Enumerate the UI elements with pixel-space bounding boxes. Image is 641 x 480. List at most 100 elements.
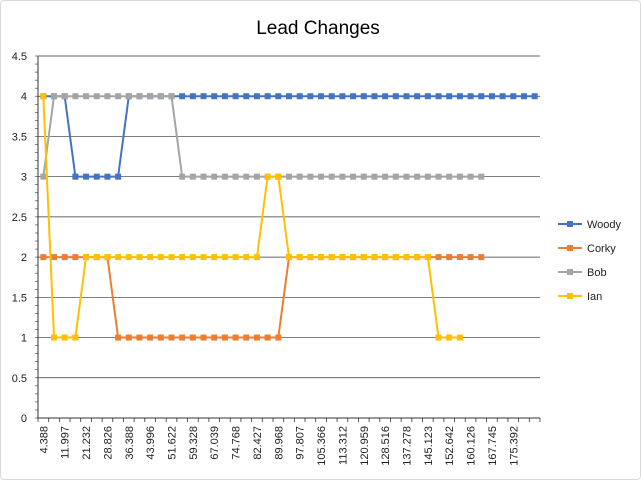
data-point-woody <box>221 93 228 100</box>
data-point-bob <box>136 93 143 100</box>
data-point-ian <box>61 334 68 341</box>
data-point-ian <box>211 254 218 261</box>
data-point-ian <box>328 254 335 261</box>
data-point-corky <box>200 334 207 341</box>
data-point-ian <box>179 254 186 261</box>
x-tick-label: 59.328 <box>188 426 200 460</box>
data-point-bob <box>115 93 122 100</box>
legend-label-bob: Bob <box>587 267 607 279</box>
data-point-ian <box>296 254 303 261</box>
data-point-ian <box>318 254 325 261</box>
data-point-woody <box>435 93 442 100</box>
data-point-ian <box>339 254 346 261</box>
chart-title: Lead Changes <box>256 18 380 39</box>
data-point-woody <box>104 173 111 180</box>
data-point-woody <box>392 93 399 100</box>
y-tick-label: 4 <box>21 91 27 103</box>
data-point-bob <box>371 173 378 180</box>
y-tick-label: 2.5 <box>12 212 27 224</box>
data-point-bob <box>339 173 346 180</box>
legend-item-corky: Corky <box>558 243 616 255</box>
data-point-ian <box>51 334 58 341</box>
data-point-woody <box>499 93 506 100</box>
data-point-bob <box>456 173 463 180</box>
data-point-woody <box>318 93 325 100</box>
data-point-ian <box>424 254 431 261</box>
data-point-woody <box>510 93 517 100</box>
x-tick-label: 105.366 <box>316 426 328 466</box>
data-point-woody <box>93 173 100 180</box>
legend-marker-corky <box>567 245 573 251</box>
legend-item-woody: Woody <box>558 219 622 231</box>
data-point-woody <box>360 93 367 100</box>
data-point-ian <box>264 173 271 180</box>
data-point-corky <box>157 334 164 341</box>
x-tick-label: 128.516 <box>380 426 392 466</box>
data-point-bob <box>478 173 485 180</box>
data-point-bob <box>392 173 399 180</box>
x-tick-label: 82.427 <box>252 426 264 460</box>
data-point-bob <box>414 173 421 180</box>
data-point-bob <box>189 173 196 180</box>
data-point-ian <box>403 254 410 261</box>
data-point-corky <box>61 254 68 261</box>
data-point-bob <box>467 173 474 180</box>
data-point-woody <box>520 93 527 100</box>
legend-item-ian: Ian <box>558 291 602 303</box>
y-tick-label: 3.5 <box>12 131 27 143</box>
x-tick-label: 160.126 <box>466 426 478 466</box>
data-point-corky <box>221 334 228 341</box>
data-point-ian <box>115 254 122 261</box>
data-point-bob <box>446 173 453 180</box>
data-point-woody <box>264 93 271 100</box>
data-point-bob <box>179 173 186 180</box>
data-point-corky <box>125 334 132 341</box>
data-point-bob <box>286 173 292 180</box>
data-point-bob <box>253 173 260 180</box>
series-ian <box>40 93 463 341</box>
data-point-woody <box>456 93 463 100</box>
data-point-ian <box>275 173 282 180</box>
legend-label-corky: Corky <box>587 243 616 255</box>
data-point-bob <box>318 173 325 180</box>
data-point-bob <box>40 173 47 180</box>
data-point-ian <box>93 254 100 261</box>
gridlines <box>38 55 540 379</box>
legend-marker-woody <box>567 221 573 227</box>
data-point-ian <box>83 254 90 261</box>
x-tick-label: 120.959 <box>359 426 371 466</box>
x-tick-label: 36.388 <box>124 426 136 460</box>
data-point-bob <box>424 173 431 180</box>
y-tick-label: 1 <box>21 333 27 345</box>
x-tick-label: 51.622 <box>167 426 179 460</box>
data-point-corky <box>51 254 58 261</box>
data-point-bob <box>435 173 442 180</box>
data-point-ian <box>189 254 196 261</box>
data-point-bob <box>157 93 164 100</box>
data-point-woody <box>307 93 314 100</box>
x-tick-label: 145.123 <box>423 426 435 466</box>
data-point-corky <box>478 254 485 261</box>
y-tick-label: 4.5 <box>12 51 27 63</box>
data-point-bob <box>307 173 314 180</box>
data-point-bob <box>296 173 303 180</box>
x-tick-label: 167.745 <box>487 426 499 466</box>
data-point-bob <box>125 93 132 100</box>
data-point-corky <box>136 334 143 341</box>
data-point-ian <box>456 334 463 341</box>
y-tick-label: 0.5 <box>12 373 27 385</box>
data-point-bob <box>147 93 154 100</box>
x-tick-label: 74.768 <box>231 426 243 460</box>
x-tick-label: 21.232 <box>81 426 93 460</box>
data-point-corky <box>275 334 282 341</box>
data-point-woody <box>275 93 282 100</box>
x-tick-label: 137.278 <box>401 426 413 466</box>
data-point-corky <box>243 334 250 341</box>
data-point-woody <box>72 173 79 180</box>
data-point-woody <box>232 93 239 100</box>
y-tick-label: 1.5 <box>12 292 27 304</box>
data-point-bob <box>382 173 389 180</box>
data-point-corky <box>115 334 122 341</box>
data-point-ian <box>382 254 389 261</box>
